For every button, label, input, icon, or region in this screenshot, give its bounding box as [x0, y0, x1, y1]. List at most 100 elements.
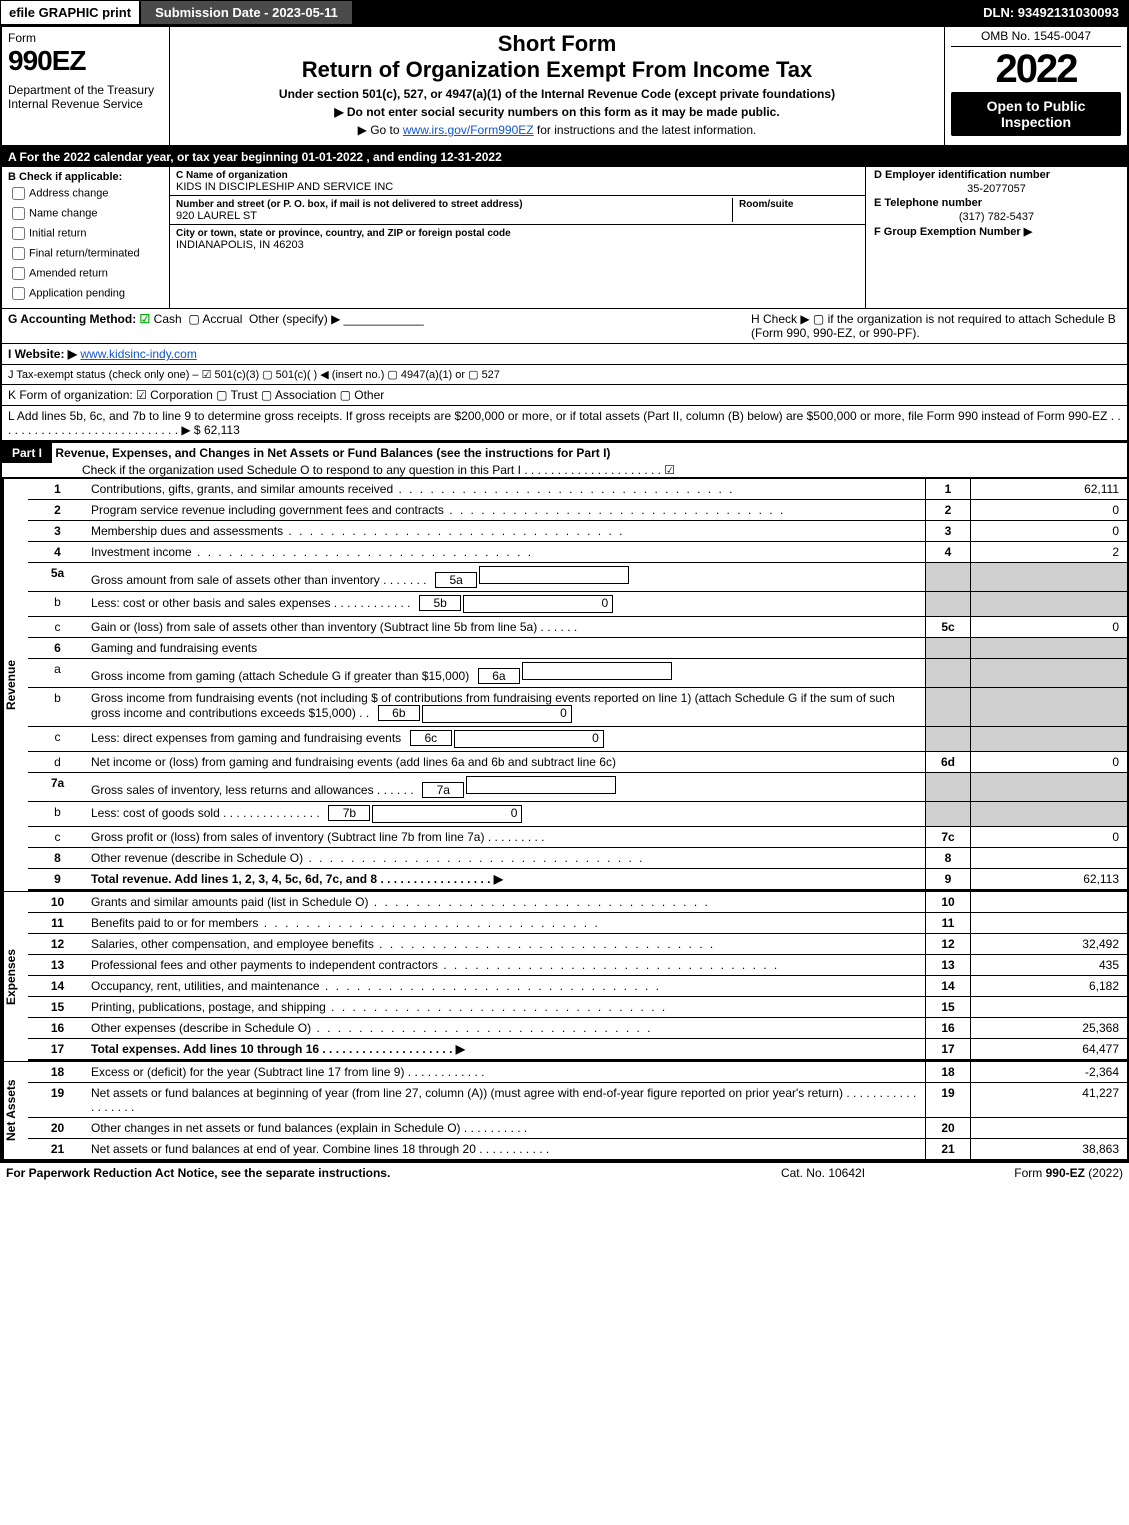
row-box: 11 [925, 913, 970, 933]
row-4: 4Investment income42 [28, 542, 1127, 563]
row-text: Gaming and fundraising events [87, 638, 925, 658]
b-head: B Check if applicable: [8, 171, 122, 183]
c-label: C Name of organization [176, 170, 288, 181]
tel-label: E Telephone number [874, 197, 1119, 209]
row-num: 13 [28, 955, 87, 975]
check-icon: ☑ [140, 312, 151, 326]
row-val [970, 773, 1127, 801]
dept-label: Department of the Treasury Internal Reve… [8, 83, 163, 111]
row-text: Contributions, gifts, grants, and simila… [87, 479, 925, 499]
revenue-section: Revenue 1Contributions, gifts, grants, a… [2, 478, 1127, 891]
line-j: J Tax-exempt status (check only one) – ☑… [2, 365, 1127, 385]
row-box: 18 [925, 1062, 970, 1082]
row-num: 2 [28, 500, 87, 520]
top-bar: efile GRAPHIC print Submission Date - 20… [0, 0, 1129, 25]
row-10: 10Grants and similar amounts paid (list … [28, 892, 1127, 913]
row-box: 16 [925, 1018, 970, 1038]
note-ssn: ▶ Do not enter social security numbers o… [178, 105, 936, 119]
row-val [970, 592, 1127, 616]
row-num: 1 [28, 479, 87, 499]
section-c: C Name of organization KIDS IN DISCIPLES… [170, 167, 866, 308]
row-box: 2 [925, 500, 970, 520]
mini-box: 6b [378, 705, 420, 721]
row-num: 7a [28, 773, 87, 801]
row-box: 10 [925, 892, 970, 912]
row-6: 6Gaming and fundraising events [28, 638, 1127, 659]
part1-title: Revenue, Expenses, and Changes in Net As… [55, 446, 610, 460]
row-text: Benefits paid to or for members [87, 913, 925, 933]
row-val [970, 563, 1127, 591]
city: INDIANAPOLIS, IN 46203 [176, 239, 304, 251]
part1-header: Part I Revenue, Expenses, and Changes in… [2, 441, 1127, 478]
row-box: 1 [925, 479, 970, 499]
row-text: Program service revenue including govern… [87, 500, 925, 520]
row-box: 19 [925, 1083, 970, 1117]
row-9: 9Total revenue. Add lines 1, 2, 3, 4, 5c… [28, 869, 1127, 891]
row-box [925, 659, 970, 687]
row-text: Salaries, other compensation, and employ… [87, 934, 925, 954]
chk-final-return[interactable]: Final return/terminated [8, 244, 163, 263]
row-text: Gross sales of inventory, less returns a… [87, 773, 925, 801]
row-6b: bGross income from fundraising events (n… [28, 688, 1127, 727]
l-amt: 62,113 [204, 423, 240, 437]
row-num: 3 [28, 521, 87, 541]
row-val: 0 [970, 500, 1127, 520]
row-box: 15 [925, 997, 970, 1017]
row-1: 1Contributions, gifts, grants, and simil… [28, 479, 1127, 500]
row-val [970, 802, 1127, 826]
row-num: 4 [28, 542, 87, 562]
header-mid: Short Form Return of Organization Exempt… [170, 27, 945, 145]
open-to-public: Open to Public Inspection [951, 92, 1121, 136]
row-box: 4 [925, 542, 970, 562]
mini-box: 7b [328, 805, 370, 821]
row-num: 12 [28, 934, 87, 954]
chk-address-change[interactable]: Address change [8, 184, 163, 203]
row-box: 12 [925, 934, 970, 954]
chk-initial-return[interactable]: Initial return [8, 224, 163, 243]
row-19: 19Net assets or fund balances at beginni… [28, 1083, 1127, 1118]
row-num: 10 [28, 892, 87, 912]
header-right: OMB No. 1545-0047 2022 Open to Public In… [945, 27, 1127, 145]
chk-amended-return[interactable]: Amended return [8, 264, 163, 283]
mini-box: 5a [435, 572, 477, 588]
room-label: Room/suite [739, 199, 793, 210]
omb-number: OMB No. 1545-0047 [951, 29, 1121, 47]
row-num: c [28, 827, 87, 847]
l-text: L Add lines 5b, 6c, and 7b to line 9 to … [8, 409, 1121, 437]
row-val: 62,113 [970, 869, 1127, 889]
irs-link[interactable]: www.irs.gov/Form990EZ [403, 123, 534, 137]
chk-name-change[interactable]: Name change [8, 204, 163, 223]
row-num: 5a [28, 563, 87, 591]
part1-tab: Part I [2, 443, 52, 463]
org-name-box: C Name of organization KIDS IN DISCIPLES… [170, 167, 865, 196]
row-5b: bLess: cost or other basis and sales exp… [28, 592, 1127, 617]
row-text: Other changes in net assets or fund bala… [87, 1118, 925, 1138]
row-text: Total expenses. Add lines 10 through 16 … [87, 1039, 925, 1059]
row-val: 64,477 [970, 1039, 1127, 1059]
note-link: ▶ Go to www.irs.gov/Form990EZ for instru… [178, 123, 936, 137]
row-val: 0 [970, 617, 1127, 637]
row-text: Occupancy, rent, utilities, and maintena… [87, 976, 925, 996]
website-link[interactable]: www.kidsinc-indy.com [80, 347, 196, 361]
part1-checkline: Check if the organization used Schedule … [2, 463, 675, 477]
row-text: Gross amount from sale of assets other t… [87, 563, 925, 591]
street: 920 LAUREL ST [176, 210, 257, 222]
row-text: Less: cost or other basis and sales expe… [87, 592, 925, 616]
line-h: H Check ▶ ▢ if the organization is not r… [751, 312, 1121, 340]
row-num: 14 [28, 976, 87, 996]
row-text: Grants and similar amounts paid (list in… [87, 892, 925, 912]
row-num: 17 [28, 1039, 87, 1059]
row-num: d [28, 752, 87, 772]
row-num: c [28, 617, 87, 637]
chk-application-pending[interactable]: Application pending [8, 284, 163, 303]
row-7b: bLess: cost of goods sold . . . . . . . … [28, 802, 1127, 827]
row-num: b [28, 688, 87, 726]
row-17: 17Total expenses. Add lines 10 through 1… [28, 1039, 1127, 1061]
efile-label[interactable]: efile GRAPHIC print [0, 0, 140, 25]
note2-pre: ▶ Go to [358, 123, 403, 137]
row-val: 2 [970, 542, 1127, 562]
row-text: Gross income from fundraising events (no… [87, 688, 925, 726]
bcd-row: B Check if applicable: Address change Na… [2, 167, 1127, 309]
row-text: Printing, publications, postage, and shi… [87, 997, 925, 1017]
row-box [925, 638, 970, 658]
